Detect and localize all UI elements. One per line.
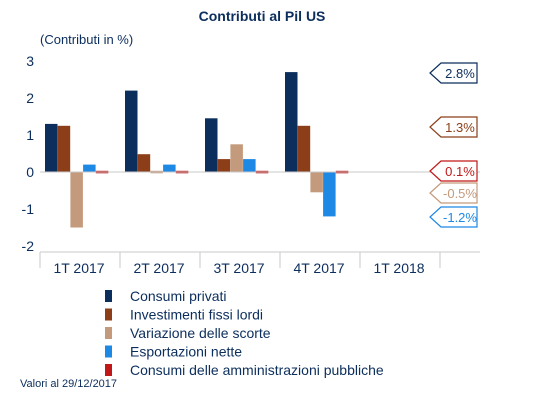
x-axis: 1T 2017 2T 2017 3T 2017 4T 2017 1T 2018 <box>39 252 441 276</box>
bar <box>217 159 231 172</box>
value-callout-label: 2.8% <box>445 66 475 81</box>
bar <box>45 123 58 172</box>
bar <box>243 159 256 172</box>
bar <box>323 172 336 217</box>
bar <box>83 164 96 172</box>
bar <box>297 125 311 173</box>
legend-item: Variazione delle scorte <box>105 325 271 341</box>
y-tick-label: 3 <box>26 53 34 69</box>
legend-item: Investimenti fissi lordi <box>105 307 263 323</box>
x-tick-label: 1T 2018 <box>373 260 424 276</box>
bar <box>57 125 71 173</box>
bar <box>205 118 218 172</box>
legend-item: Consumi privati <box>105 288 226 304</box>
legend-label: Consumi privati <box>130 288 226 304</box>
x-tick-label: 2T 2017 <box>133 260 184 276</box>
legend-swatch <box>105 290 112 302</box>
legend-label: Investimenti fissi lordi <box>130 307 263 323</box>
legend-swatch <box>105 345 112 358</box>
value-callout: -0.5% <box>429 182 478 204</box>
value-callout: 2.8% <box>429 62 478 84</box>
bar <box>230 144 243 173</box>
bar <box>70 172 83 228</box>
value-callout: 0.1% <box>429 160 478 182</box>
y-tick-label: 0 <box>26 164 34 180</box>
y-tick-label: 1 <box>26 127 34 143</box>
value-callouts: 2.8% 1.3% 0.1% -0.5% -1.2% <box>429 62 478 228</box>
legend-swatch <box>105 364 112 376</box>
x-tick-label: 4T 2017 <box>293 260 344 276</box>
y-tick-label: 2 <box>26 90 34 106</box>
chart-title: Contributi al Pil US <box>199 8 326 24</box>
bar <box>163 164 176 172</box>
legend-label: Esportazioni nette <box>130 344 242 360</box>
y-tick-label: -1 <box>22 201 35 217</box>
legend-label: Variazione delle scorte <box>130 325 271 341</box>
value-callout: -1.2% <box>429 206 478 228</box>
bar <box>285 72 298 172</box>
x-tick-label: 3T 2017 <box>213 260 264 276</box>
legend-label: Consumi delle amministrazioni pubbliche <box>130 362 384 378</box>
y-tick-label: -2 <box>22 238 35 254</box>
footnote: Valori al 29/12/2017 <box>20 378 117 390</box>
bar <box>125 90 138 172</box>
value-callout-label: 0.1% <box>445 164 475 179</box>
y-axis-label: (Contributi in %) <box>40 32 133 47</box>
legend-item: Esportazioni nette <box>105 344 242 360</box>
value-callout-label: -0.5% <box>443 186 477 201</box>
x-tick-label: 1T 2017 <box>53 260 104 276</box>
legend-item: Consumi delle amministrazioni pubbliche <box>105 362 384 378</box>
legend: Consumi privati Investimenti fissi lordi V… <box>105 288 384 378</box>
legend-swatch <box>105 327 112 339</box>
bar <box>137 154 151 172</box>
bars <box>45 72 349 228</box>
value-callout-label: -1.2% <box>443 210 477 225</box>
value-callout: 1.3% <box>429 116 478 138</box>
bar <box>310 172 323 193</box>
value-callout-label: 1.3% <box>445 120 475 135</box>
y-axis-ticks: 3 2 1 0 -1 -2 <box>22 53 35 254</box>
legend-swatch <box>105 308 112 321</box>
